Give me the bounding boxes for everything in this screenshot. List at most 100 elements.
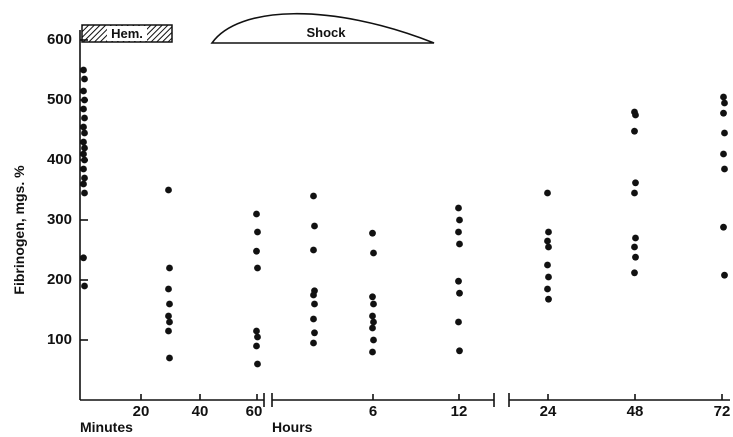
data-point (310, 246, 317, 254)
x-tick-label: 6 (369, 403, 377, 420)
x-axis-unit-minutes: Minutes (80, 419, 133, 435)
data-point (81, 144, 88, 152)
data-point (166, 354, 173, 362)
x-tick-label: 40 (192, 403, 209, 420)
y-tick-label: 200 (47, 271, 72, 288)
x-axis-ticks (140, 394, 723, 400)
data-point (456, 240, 463, 248)
data-point (721, 271, 728, 279)
data-point (720, 150, 727, 158)
data-point (81, 156, 88, 164)
data-points (80, 66, 728, 368)
data-point (369, 324, 376, 332)
data-point (545, 295, 552, 303)
data-point (456, 289, 463, 297)
y-axis-label: Fibrinogen, mgs. % (11, 165, 27, 295)
data-point (370, 249, 377, 257)
data-point (81, 189, 88, 197)
data-point (165, 312, 172, 320)
data-point (310, 291, 317, 299)
data-point (254, 360, 261, 368)
data-point (253, 327, 260, 335)
data-point (455, 277, 462, 285)
data-point (720, 93, 727, 101)
data-point (80, 138, 87, 146)
y-tick-label: 500 (47, 91, 72, 108)
y-tick-label: 600 (47, 31, 72, 48)
data-point (544, 261, 551, 269)
data-point (544, 237, 551, 245)
data-point (369, 348, 376, 356)
data-point (166, 318, 173, 326)
data-point (81, 114, 88, 122)
data-point (80, 165, 87, 173)
data-point (165, 186, 172, 194)
data-point (370, 318, 377, 326)
data-point (455, 318, 462, 326)
data-point (80, 254, 87, 262)
data-point (631, 243, 638, 251)
data-point (721, 129, 728, 137)
data-point (369, 312, 376, 320)
x-tick-label: 72 (714, 403, 731, 420)
data-point (632, 179, 639, 187)
data-point (254, 264, 261, 272)
data-point (253, 247, 260, 255)
y-tick-label: 300 (47, 211, 72, 228)
data-point (369, 229, 376, 237)
data-point (631, 189, 638, 197)
data-point (720, 109, 727, 117)
data-point (311, 222, 318, 230)
x-axis-unit-hours: Hours (272, 419, 313, 435)
data-point (720, 223, 727, 231)
y-tick-label: 100 (47, 331, 72, 348)
data-point (80, 105, 87, 113)
data-point (544, 189, 551, 197)
data-point (311, 329, 318, 337)
data-point (166, 264, 173, 272)
data-point (81, 282, 88, 290)
data-point (370, 336, 377, 344)
data-point (166, 300, 173, 308)
data-point (253, 210, 260, 218)
data-point (80, 180, 87, 188)
data-point (310, 192, 317, 200)
x-tick-label: 60 (246, 403, 263, 420)
data-point (721, 99, 728, 107)
hemorrhage-label: Hem. (111, 26, 143, 41)
data-point (545, 273, 552, 281)
x-tick-label: 20 (133, 403, 150, 420)
x-tick-label: 48 (627, 403, 644, 420)
y-tick-label: 400 (47, 151, 72, 168)
data-point (544, 285, 551, 293)
data-point (80, 123, 87, 131)
data-point (310, 315, 317, 323)
data-point (81, 174, 88, 182)
data-point (80, 150, 87, 158)
data-point (81, 75, 88, 83)
data-point (632, 253, 639, 261)
data-point (370, 300, 377, 308)
x-tick-label: 12 (451, 403, 468, 420)
data-point (311, 300, 318, 308)
data-point (721, 165, 728, 173)
data-point (80, 66, 87, 74)
data-point (165, 327, 172, 335)
data-point (369, 293, 376, 301)
data-point (456, 216, 463, 224)
data-point (632, 234, 639, 242)
data-point (80, 87, 87, 95)
data-point (165, 285, 172, 293)
data-point (254, 228, 261, 236)
data-point (455, 204, 462, 212)
data-point (545, 243, 552, 251)
data-point (631, 269, 638, 277)
shock-label: Shock (306, 25, 346, 40)
shock-period-shape (210, 12, 435, 44)
data-point (310, 339, 317, 347)
data-point (545, 228, 552, 236)
data-point (81, 129, 88, 137)
data-point (455, 228, 462, 236)
hemorrhage-label-bg (107, 26, 147, 41)
